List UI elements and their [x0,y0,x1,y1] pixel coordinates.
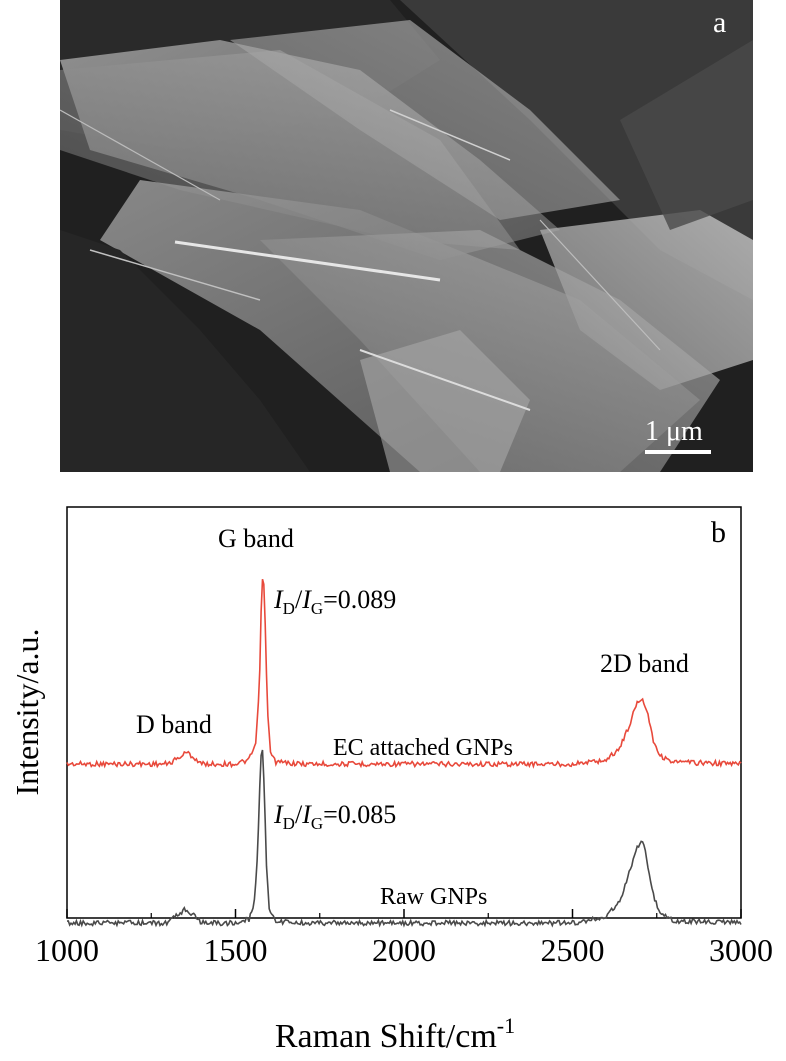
graphene-sheet-5 [260,230,720,472]
sem-region-lower-left [60,230,310,472]
spectrum-line [66,578,742,769]
series-label-raw: Raw GNPs [380,884,487,910]
x-tick-label: 2500 [541,932,605,968]
spectrum-line [66,749,742,928]
graphene-sheet-2 [60,50,520,250]
sheet-edge-1 [174,240,441,282]
scale-bar [645,450,711,454]
sheet-edge-5 [539,219,661,351]
scale-bar-label: 1 μm [645,416,703,447]
ratio-raw-label: ID/IG=0.085 [273,800,396,833]
ratio-ec-label: ID/IG=0.089 [273,585,396,618]
sheet-edge-3 [389,109,511,161]
y-axis-label: Intensity/a.u. [9,628,45,795]
g-band-label: G band [218,524,294,553]
sheet-edge-4 [89,249,261,301]
sheet-edge-2 [359,349,531,411]
series-ec-attached-gnps [66,578,742,769]
x-tick-label: 3000 [709,932,773,968]
graphene-sheet-3 [230,20,620,220]
series-label-ec: EC attached GNPs [333,735,513,761]
2d-band-label: 2D band [600,649,689,678]
graphene-sheet-8 [620,40,753,230]
sem-micrograph: a 1 μm [60,0,753,472]
x-tick-label: 1500 [204,932,268,968]
x-ticks: 1000 1500 2000 2500 3000 [35,909,773,968]
x-tick-label: 1000 [35,932,99,968]
x-axis-label: Raman Shift/cm-1 [275,1013,515,1055]
series-raw-gnps [66,749,742,928]
x-tick-label: 2000 [372,932,436,968]
sheet-edge-6 [60,109,221,201]
panel-b-label: b [711,516,726,549]
graphene-sheet-6 [540,210,753,390]
panel-a-label: a [713,6,726,39]
d-band-label: D band [136,710,212,739]
raman-chart: 1000 1500 2000 2500 3000 b G band D band 2D … [9,506,773,1055]
